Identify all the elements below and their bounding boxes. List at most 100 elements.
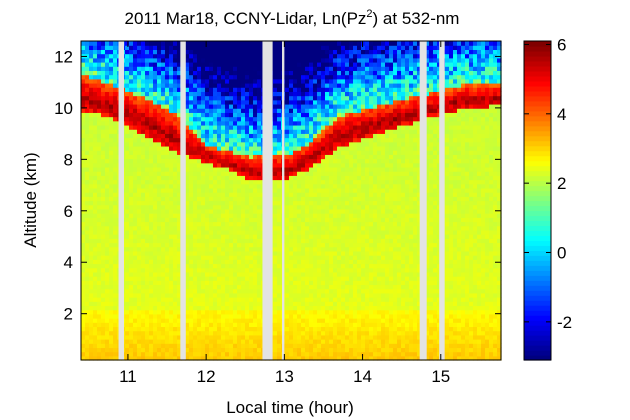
heatmap-cell (161, 150, 166, 155)
heatmap-cell (257, 116, 262, 122)
heatmap-cell (169, 284, 174, 290)
heatmap-cell (229, 339, 234, 344)
heatmap-cell (201, 250, 206, 256)
heatmap-cell (169, 187, 174, 193)
heatmap-cell (321, 301, 326, 307)
heatmap-cell (101, 82, 106, 88)
heatmap-cell (193, 326, 198, 332)
heatmap-cell (89, 120, 94, 126)
heatmap-cell (329, 154, 334, 160)
heatmap-cell (277, 280, 282, 286)
heatmap-cell (161, 124, 166, 130)
heatmap-cell (301, 318, 306, 323)
heatmap-cell (141, 351, 146, 357)
heatmap-cell (325, 343, 330, 349)
heatmap-cell (309, 217, 314, 223)
heatmap-cell (249, 108, 254, 113)
heatmap-cell (161, 318, 166, 323)
heatmap-cell (277, 267, 282, 273)
heatmap-cell (329, 276, 334, 281)
heatmap-cell (217, 108, 222, 113)
heatmap-cell (317, 238, 322, 244)
heatmap-cell (105, 141, 110, 147)
heatmap-cell (313, 204, 318, 210)
heatmap-cell (165, 255, 170, 260)
heatmap-cell (97, 313, 102, 319)
heatmap-cell (213, 267, 218, 273)
heatmap-cell (277, 78, 282, 84)
heatmap-cell (141, 250, 146, 256)
heatmap-cell (149, 82, 154, 88)
heatmap-cell (125, 66, 130, 71)
heatmap-cell (145, 305, 150, 311)
heatmap-cell (197, 91, 202, 97)
heatmap-cell (237, 179, 242, 185)
heatmap-cell (93, 187, 98, 193)
heatmap-cell (189, 66, 194, 71)
heatmap-cell (225, 95, 230, 101)
heatmap-cell (105, 280, 110, 286)
heatmap-cell (233, 280, 238, 286)
heatmap-cell (201, 120, 206, 126)
heatmap-cell (97, 259, 102, 265)
heatmap-cell (153, 150, 158, 155)
heatmap-cell (149, 200, 154, 206)
heatmap-cell (141, 192, 146, 197)
heatmap-cell (201, 238, 206, 244)
heatmap-cell (197, 150, 202, 155)
heatmap-cell (125, 183, 130, 189)
heatmap-cell (337, 112, 342, 118)
heatmap-cell (133, 309, 138, 315)
heatmap-cell (161, 187, 166, 193)
heatmap-cell (337, 87, 342, 92)
heatmap-cell (89, 66, 94, 71)
heatmap-cell (169, 129, 174, 134)
heatmap-cell (313, 234, 318, 239)
heatmap-cell (93, 133, 98, 139)
heatmap-cell (305, 103, 310, 109)
heatmap-cell (85, 280, 90, 286)
heatmap-cell (113, 95, 118, 101)
heatmap-cell (153, 229, 158, 235)
heatmap-cell (173, 271, 178, 277)
heatmap-cell (233, 217, 238, 223)
heatmap-cell (217, 271, 222, 277)
heatmap-cell (337, 276, 342, 281)
heatmap-cell (273, 263, 278, 269)
heatmap-cell (221, 217, 226, 223)
heatmap-cell (125, 145, 130, 151)
heatmap-cell (225, 187, 230, 193)
heatmap-cell (301, 347, 306, 353)
heatmap-cell (293, 238, 298, 244)
heatmap-cell (257, 99, 262, 105)
heatmap-cell (201, 95, 206, 101)
heatmap-cell (97, 267, 102, 273)
heatmap-cell (285, 196, 290, 202)
heatmap-cell (165, 301, 170, 307)
heatmap-cell (141, 133, 146, 139)
heatmap-cell (125, 120, 130, 126)
heatmap-cell (253, 339, 258, 344)
heatmap-cell (137, 213, 142, 218)
heatmap-cell (129, 150, 134, 155)
heatmap-cell (221, 229, 226, 235)
heatmap-cell (325, 330, 330, 336)
heatmap-cell (229, 145, 234, 151)
heatmap-cell (289, 99, 294, 105)
heatmap-cell (313, 343, 318, 349)
heatmap-cell (169, 351, 174, 357)
heatmap-cell (333, 238, 338, 244)
heatmap-cell (157, 318, 162, 323)
heatmap-cell (149, 103, 154, 109)
heatmap-cell (225, 87, 230, 92)
heatmap-cell (317, 217, 322, 223)
heatmap-cell (277, 70, 282, 76)
heatmap-cell (145, 267, 150, 273)
heatmap-cell (301, 250, 306, 256)
heatmap-cell (285, 66, 290, 71)
heatmap-cell (253, 322, 258, 328)
heatmap-cell (333, 284, 338, 290)
heatmap-cell (85, 141, 90, 147)
heatmap-cell (81, 183, 86, 189)
heatmap-cell (141, 330, 146, 336)
